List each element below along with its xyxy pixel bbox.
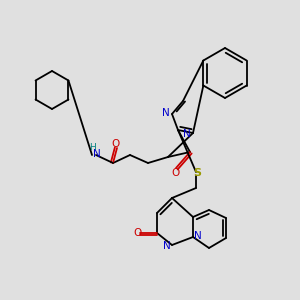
Text: S: S: [193, 168, 201, 178]
Text: N: N: [194, 231, 202, 241]
Text: O: O: [171, 168, 179, 178]
Text: N: N: [183, 129, 191, 139]
Text: N: N: [163, 241, 171, 251]
Text: H: H: [88, 143, 95, 152]
Text: O: O: [112, 139, 120, 149]
Text: N: N: [93, 149, 101, 159]
Text: O: O: [133, 228, 141, 238]
Text: N: N: [162, 108, 170, 118]
